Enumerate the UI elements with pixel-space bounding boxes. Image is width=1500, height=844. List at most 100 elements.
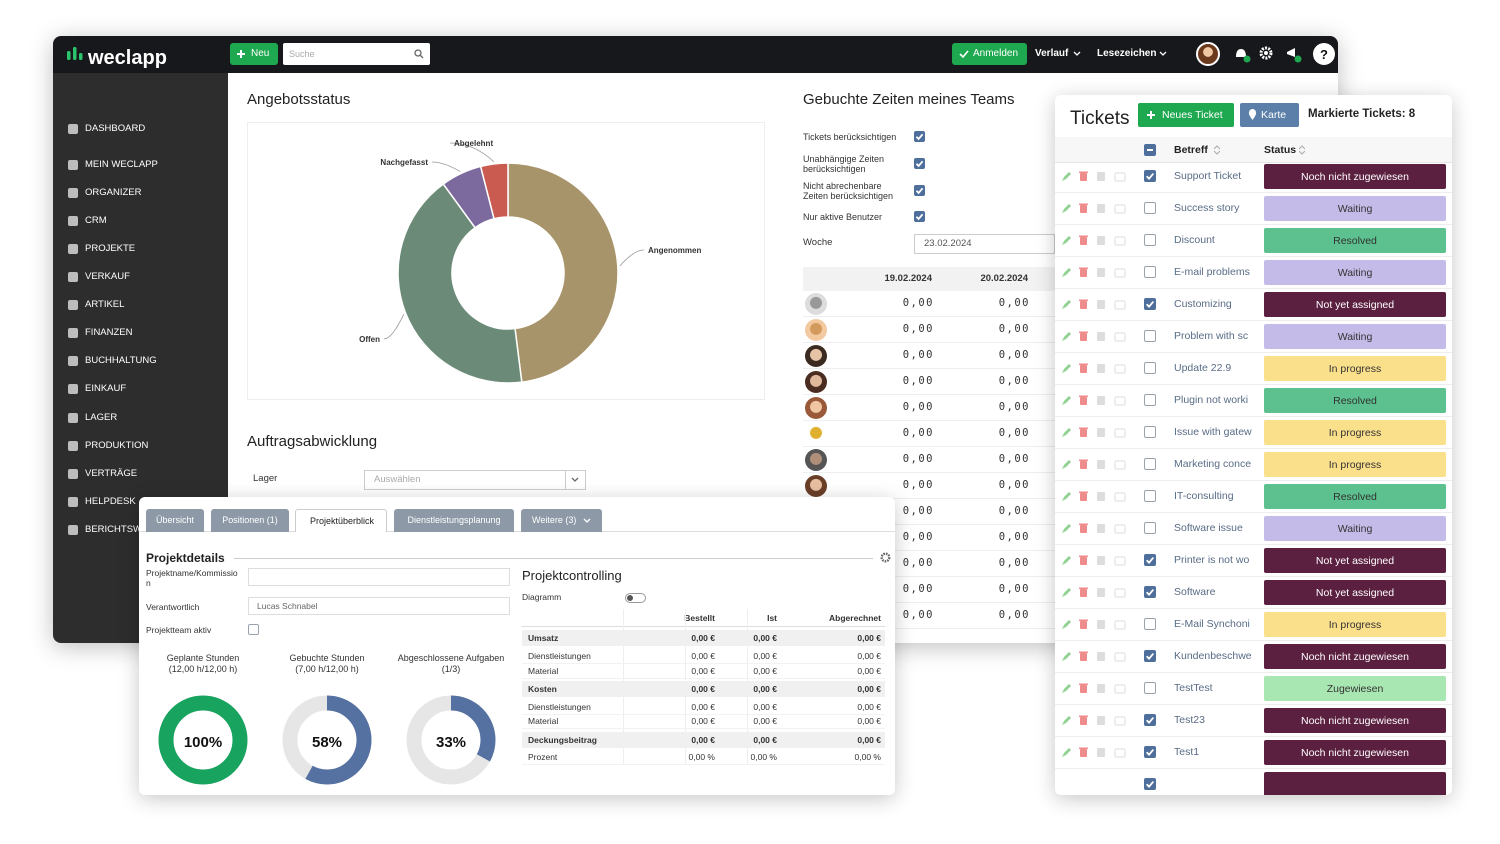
ticket-subject[interactable]: Success story [1174, 201, 1240, 214]
sidebar-item[interactable]: HELPDESK [53, 488, 228, 516]
table-row [522, 749, 885, 765]
tab[interactable]: Projektüberblick [295, 509, 387, 532]
tab[interactable]: Weitere (3) [521, 509, 602, 532]
sort-icon [1214, 145, 1220, 155]
ticket-subject[interactable]: Marketing conce [1174, 457, 1252, 470]
sidebar-item[interactable]: VERTRÄGE [53, 460, 228, 488]
ticket-subject[interactable]: E-mail problems [1174, 265, 1250, 278]
sidebar-item[interactable]: ARTIKEL [53, 291, 228, 319]
text-input[interactable] [248, 568, 510, 586]
sidebar-item[interactable]: PRODUKTION [53, 432, 228, 460]
help-button[interactable]: ? [1313, 43, 1335, 65]
ticket-subject[interactable]: Support Ticket [1174, 169, 1242, 182]
sidebar-item[interactable]: EINKAUF [53, 375, 228, 403]
ticket-subject[interactable]: IT-consulting [1174, 489, 1234, 502]
checkbox[interactable] [1144, 650, 1156, 662]
row-label: Material [528, 715, 559, 726]
time-value: 0,00 [998, 400, 1030, 413]
tab[interactable]: Übersicht [146, 509, 204, 532]
select-all-checkbox[interactable] [1144, 144, 1156, 156]
checkbox[interactable] [1144, 394, 1156, 406]
checkbox[interactable] [914, 158, 925, 169]
ticket-subject[interactable]: E-Mail Synchoni [1174, 617, 1250, 630]
sidebar-item[interactable]: ORGANIZER [53, 179, 228, 207]
checkbox[interactable] [1144, 586, 1156, 598]
week-value: 23.02.2024 [924, 238, 972, 250]
sidebar-item[interactable]: MEIN WECLAPP [53, 151, 228, 179]
column-header[interactable]: Betreff [1174, 143, 1208, 156]
ticket-subject[interactable]: Test1 [1174, 745, 1200, 758]
user-avatar[interactable] [1196, 42, 1220, 66]
sidebar-item[interactable]: VERKAUF [53, 263, 228, 291]
checkbox[interactable] [1144, 618, 1156, 630]
tab[interactable]: Positionen (1) [211, 509, 289, 532]
checkbox[interactable] [1144, 746, 1156, 758]
ticket-subject[interactable]: Software issue [1174, 521, 1243, 534]
ticket-subject[interactable]: Plugin not worki [1174, 393, 1249, 406]
checkbox[interactable] [248, 624, 259, 635]
ticket-subject[interactable]: Kundenbeschwe [1174, 649, 1252, 662]
ticket-subject[interactable]: Printer is not wo [1174, 553, 1250, 566]
ticket-subject[interactable]: Software [1174, 585, 1216, 598]
checkbox[interactable] [914, 185, 925, 196]
ticket-subject[interactable]: Discount [1174, 233, 1215, 246]
ticket-subject[interactable]: Test23 [1174, 713, 1205, 726]
toggle[interactable] [625, 593, 646, 603]
tab-baseline [139, 531, 895, 532]
checkbox[interactable] [1144, 522, 1156, 534]
sidebar-item[interactable]: DASHBOARD [53, 115, 228, 143]
checkbox[interactable] [1144, 458, 1156, 470]
row-actions [1062, 491, 1126, 502]
checkbox[interactable] [1144, 234, 1156, 246]
tab[interactable]: Dienstleistungsplanung [394, 509, 514, 532]
checkbox[interactable] [1144, 202, 1156, 214]
field-label: Diagramm [522, 591, 562, 602]
ticket-subject[interactable]: Issue with gatew [1174, 425, 1252, 438]
checkbox[interactable] [914, 211, 925, 222]
week-input[interactable]: 23.02.2024 [914, 234, 1055, 254]
checkbox[interactable] [1144, 490, 1156, 502]
checkbox[interactable] [1144, 170, 1156, 182]
sidebar-item[interactable]: FINANZEN [53, 319, 228, 347]
sidebar-item[interactable]: BERICHTSWESEN [53, 516, 228, 544]
history-menu[interactable]: Verlauf [1035, 48, 1069, 59]
checkbox[interactable] [1144, 426, 1156, 438]
sidebar-item[interactable]: PROJEKTE [53, 235, 228, 263]
checkbox[interactable] [1144, 330, 1156, 342]
new-button[interactable]: Neu [230, 43, 278, 65]
column-header[interactable]: Status [1264, 143, 1297, 156]
donut-chart: Angenommen Offen Nachgefasst Abgelehnt [359, 139, 701, 384]
time-value: 0,00 [998, 296, 1030, 309]
checkbox[interactable] [914, 131, 925, 142]
sidebar-label: FINANZEN [85, 327, 133, 339]
bookmarks-menu[interactable]: Lesezeichen [1097, 48, 1157, 59]
new-ticket-button[interactable]: Neues Ticket [1138, 103, 1234, 127]
ticket-subject[interactable]: Update 22.9 [1174, 361, 1232, 374]
sidebar-item[interactable]: LAGER [53, 404, 228, 432]
member-avatar [805, 449, 827, 471]
checkbox[interactable] [1144, 778, 1156, 790]
time-value: 0,00 [998, 582, 1030, 595]
search-input[interactable]: Suche [283, 43, 430, 65]
row-value: 0,00 € [857, 650, 881, 661]
checkbox[interactable] [1144, 362, 1156, 374]
checkbox[interactable] [1144, 266, 1156, 278]
sidebar-icon [68, 124, 78, 134]
checkbox[interactable] [1144, 554, 1156, 566]
member-avatar [805, 293, 827, 315]
sidebar-item[interactable]: BUCHHALTUNG [53, 347, 228, 375]
ticket-subject[interactable]: Customizing [1174, 297, 1232, 310]
map-button[interactable]: Karte [1240, 103, 1299, 127]
text-input[interactable]: Lucas Schnabel [248, 597, 510, 615]
row-value: 0,00 € [857, 701, 881, 712]
select-input[interactable]: Auswählen [364, 470, 586, 490]
ticket-subject[interactable]: TestTest [1174, 681, 1213, 694]
ticket-subject[interactable]: Problem with sc [1174, 329, 1249, 342]
login-button[interactable]: Anmelden [952, 43, 1027, 65]
sidebar-item[interactable]: CRM [53, 207, 228, 235]
row-divider [1055, 768, 1452, 769]
row-divider [1055, 320, 1452, 321]
checkbox[interactable] [1144, 682, 1156, 694]
checkbox[interactable] [1144, 714, 1156, 726]
checkbox[interactable] [1144, 298, 1156, 310]
